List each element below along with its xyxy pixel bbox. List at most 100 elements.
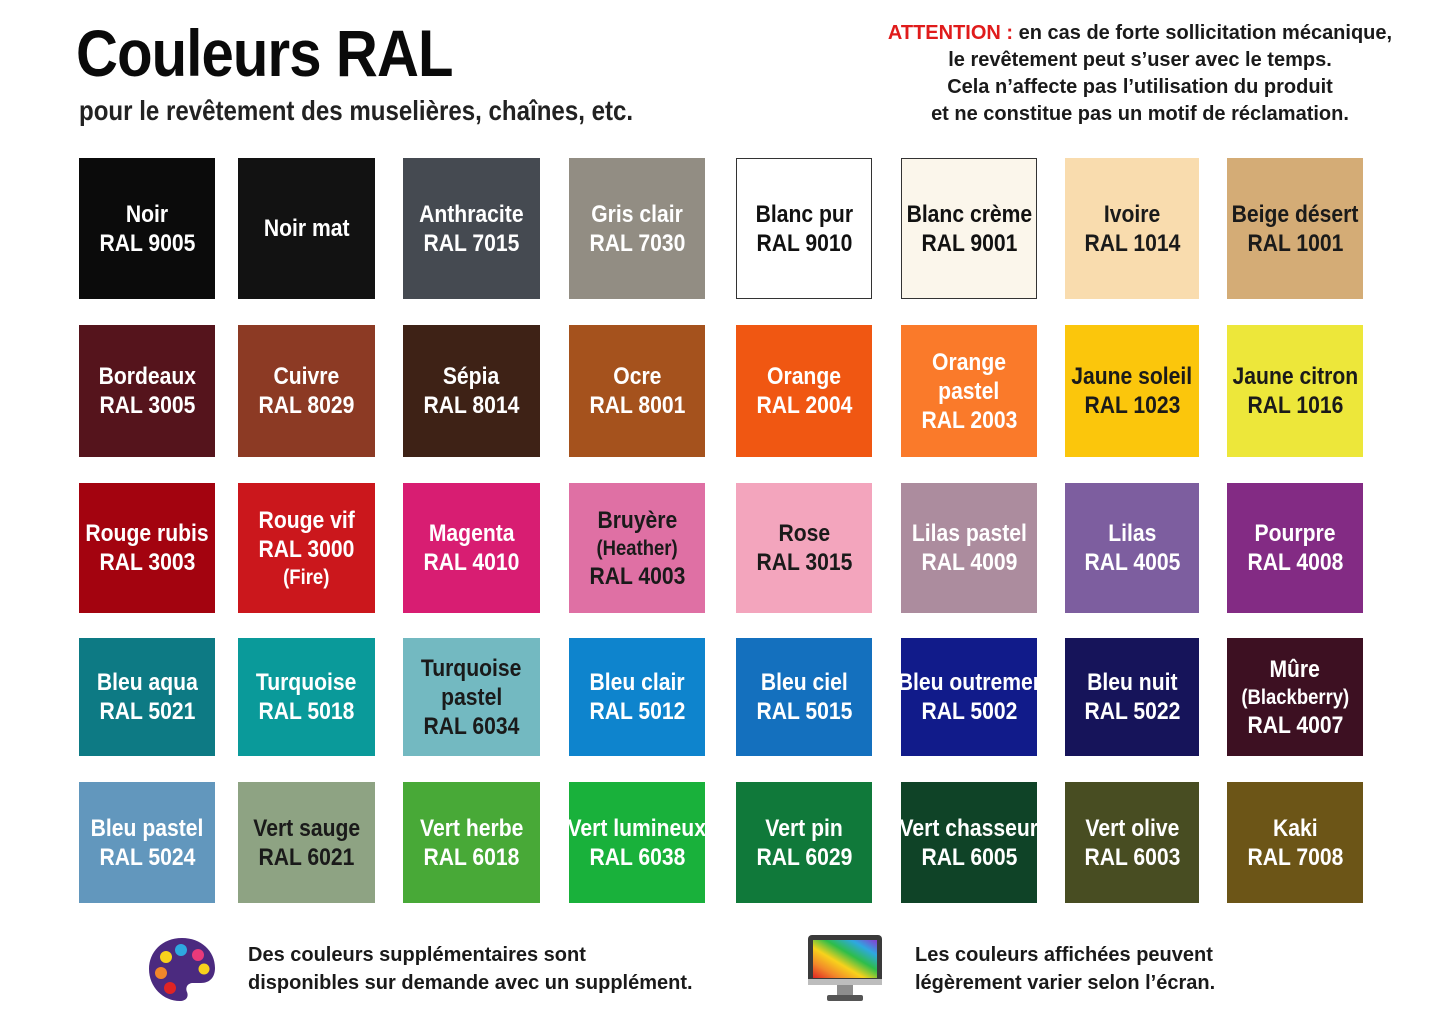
- color-swatch: Lilas pastel RAL 4009: [901, 483, 1037, 613]
- color-swatch: Jaune citron RAL 1016: [1227, 325, 1363, 457]
- footer-left-line-2: disponibles sur demande avec un suppléme…: [248, 972, 693, 994]
- attention-line-1: ATTENTION : en cas de forte sollicitatio…: [860, 20, 1420, 47]
- color-swatch: Lilas RAL 4005: [1065, 483, 1199, 613]
- swatch-label-line: Vert olive: [1085, 814, 1179, 842]
- swatch-label-line: Bleu ciel: [760, 669, 848, 696]
- color-swatch: Bleu clair RAL 5012: [569, 638, 705, 756]
- color-swatch: Ivoire RAL 1014: [1065, 158, 1199, 299]
- attention-line-4: et ne constitue pas un motif de réclamat…: [931, 103, 1349, 125]
- swatch-label-line: RAL 5022: [1084, 698, 1180, 725]
- swatch-label-line: Vert pin: [765, 814, 843, 842]
- color-swatch: Sépia RAL 8014: [403, 325, 540, 457]
- color-swatch: Orange pastel RAL 2003: [901, 325, 1037, 457]
- color-swatch: Bruyère (Heather) RAL 4003: [569, 483, 705, 613]
- swatch-label-line: RAL 4003: [589, 562, 685, 590]
- footer-left-line-1: Des couleurs supplémentaires sont: [248, 944, 586, 966]
- color-swatch: Pourpre RAL 4008: [1227, 483, 1363, 613]
- color-swatch: Bleu outremer RAL 5002: [901, 638, 1037, 756]
- swatch-label-line: RAL 5021: [99, 698, 195, 725]
- color-swatch: Bleu aqua RAL 5021: [79, 638, 215, 756]
- footer-right-line-1: Les couleurs affichées peuvent: [915, 944, 1213, 966]
- swatch-label-line: RAL 4007: [1247, 711, 1343, 739]
- attention-line-3: Cela n’affecte pas l’utilisation du prod…: [947, 76, 1333, 98]
- swatch-label-line: (Blackberry): [1241, 685, 1349, 709]
- color-swatch: Blanc crème RAL 9001: [901, 158, 1037, 299]
- swatch-label-line: Mûre: [1269, 655, 1321, 683]
- swatch-label-line: Ivoire: [1103, 200, 1161, 228]
- swatch-label-line: RAL 7008: [1247, 843, 1343, 871]
- swatch-label-line: Jaune soleil: [1071, 363, 1193, 390]
- swatch-label-line: Sépia: [443, 363, 500, 390]
- swatch-label-line: Blanc crème: [906, 200, 1032, 228]
- swatch-label-line: Bruyère: [597, 506, 677, 534]
- attention-line-2: le revêtement peut s’user avec le temps.: [948, 49, 1332, 71]
- swatch-label-line: RAL 3000: [258, 535, 355, 563]
- swatch-label-line: Beige désert: [1231, 200, 1359, 228]
- swatch-label-line: RAL 6038: [589, 843, 685, 871]
- palette-icon: [149, 938, 215, 1001]
- swatch-label-line: RAL 1014: [1084, 229, 1180, 257]
- swatch-label-line: Vert sauge: [253, 814, 360, 842]
- swatch-label-line: Turquoise: [256, 669, 357, 696]
- page-title: Couleurs RAL: [76, 16, 454, 90]
- page-subtitle: pour le revêtement des muselières, chaîn…: [79, 95, 634, 126]
- swatch-label-line: Bleu pastel: [90, 814, 204, 842]
- swatch-label-line: RAL 8014: [423, 392, 520, 419]
- color-swatch: Vert sauge RAL 6021: [238, 782, 375, 903]
- color-swatch: Rouge rubis RAL 3003: [79, 483, 215, 613]
- swatch-label-line: RAL 1001: [1247, 229, 1343, 257]
- swatch-label-line: Blanc pur: [755, 200, 853, 228]
- attention-label: ATTENTION :: [887, 22, 1014, 44]
- swatch-label-line: Lilas: [1107, 520, 1157, 547]
- swatch-label-line: Rose: [778, 520, 830, 547]
- swatch-label-line: (Heather): [596, 536, 678, 560]
- swatch-label-line: RAL 9005: [99, 229, 195, 257]
- swatch-label-line: RAL 5012: [589, 698, 685, 725]
- swatch-label-line: RAL 6034: [423, 712, 520, 740]
- swatch-label-line: Bordeaux: [98, 363, 196, 390]
- color-swatch: Turquoise pastel RAL 6034: [403, 638, 540, 756]
- swatch-label-line: (Fire): [283, 565, 330, 589]
- swatch-label-line: RAL 6018: [423, 843, 520, 871]
- color-swatch: Vert olive RAL 6003: [1065, 782, 1199, 903]
- color-swatch: Magenta RAL 4010: [403, 483, 540, 613]
- swatch-label-line: Ocre: [612, 363, 662, 390]
- swatch-label-line: RAL 8001: [589, 392, 685, 419]
- swatch-label-line: pastel: [938, 377, 1000, 405]
- color-swatch: Ocre RAL 8001: [569, 325, 705, 457]
- swatch-label-line: RAL 6005: [921, 843, 1017, 871]
- color-swatch: Noir mat: [238, 158, 375, 299]
- swatch-label-line: Lilas pastel: [911, 520, 1027, 547]
- swatch-label-line: Orange: [932, 348, 1006, 376]
- color-swatch: Kaki RAL 7008: [1227, 782, 1363, 903]
- swatch-label-line: RAL 5002: [921, 698, 1017, 725]
- color-swatch: Vert pin RAL 6029: [736, 782, 872, 903]
- swatch-label-line: RAL 7015: [423, 229, 520, 257]
- swatch-label-line: Gris clair: [591, 200, 683, 228]
- color-swatch: Rouge vif RAL 3000 (Fire): [238, 483, 375, 613]
- swatch-label-line: Orange: [767, 363, 841, 390]
- color-swatch: Blanc pur RAL 9010: [736, 158, 872, 299]
- color-swatch: Mûre (Blackberry) RAL 4007: [1227, 638, 1363, 756]
- swatch-label-line: pastel: [440, 683, 503, 711]
- swatch-label-line: RAL 8029: [258, 392, 355, 419]
- swatch-label-line: Anthracite: [419, 200, 524, 228]
- swatch-label-line: RAL 6029: [756, 843, 852, 871]
- footer-right-line-2: légèrement varier selon l’écran.: [915, 972, 1216, 994]
- swatch-label-line: Bleu clair: [589, 669, 685, 696]
- swatch-label-line: RAL 9001: [921, 229, 1017, 257]
- swatch-label-line: Vert lumineux: [569, 814, 705, 842]
- swatch-label-line: RAL 3005: [99, 392, 195, 419]
- color-swatch: Cuivre RAL 8029: [238, 325, 375, 457]
- swatch-label-line: Noir mat: [263, 215, 350, 242]
- swatch-label-line: Noir: [125, 200, 169, 228]
- swatch-label-line: Rouge rubis: [85, 520, 209, 547]
- swatch-label-line: Vert herbe: [419, 814, 524, 842]
- swatch-label-line: Turquoise: [421, 654, 522, 682]
- swatch-label-line: Bleu aqua: [96, 669, 198, 696]
- swatch-label-line: Magenta: [428, 520, 515, 547]
- swatch-label-line: Kaki: [1272, 814, 1318, 842]
- swatch-label-line: RAL 4009: [921, 549, 1017, 576]
- color-swatch: Jaune soleil RAL 1023: [1065, 325, 1199, 457]
